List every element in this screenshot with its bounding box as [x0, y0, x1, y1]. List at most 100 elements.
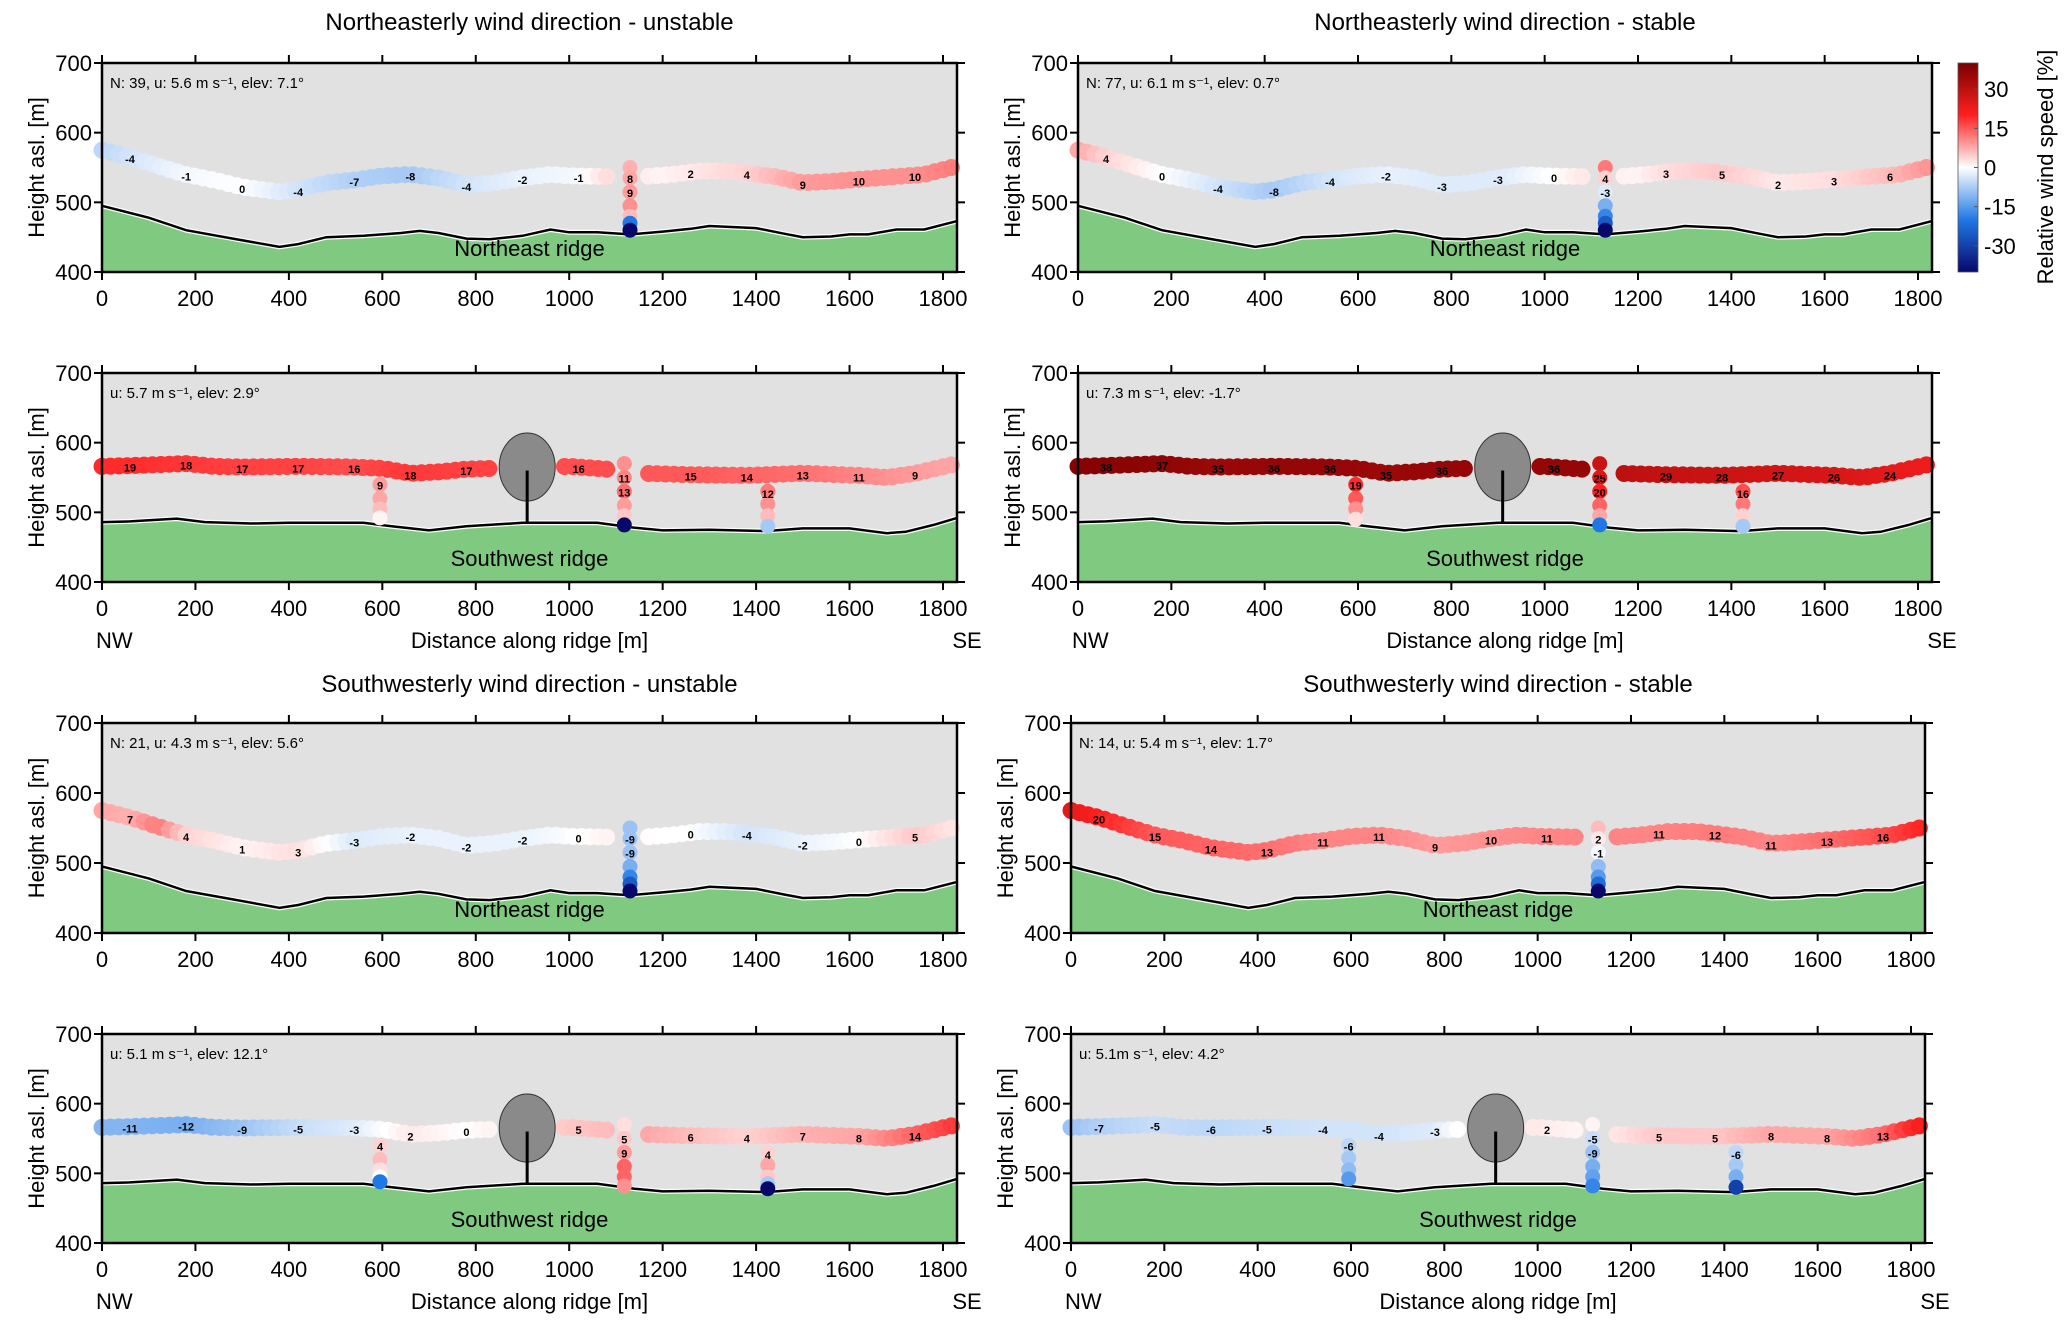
- transect-value-label: 11: [1373, 832, 1385, 844]
- transect-value-label: 24: [1884, 470, 1897, 482]
- x-tick-label: 600: [364, 947, 401, 972]
- direction-label-nw: NW: [1065, 1289, 1102, 1314]
- terrain-fill: [1071, 1178, 1925, 1243]
- plot-frame: [100, 721, 959, 935]
- transect-value-label: -4: [1318, 1125, 1329, 1137]
- ridge-label: Northeast ridge: [1430, 236, 1580, 261]
- mast-value-label: 8: [627, 174, 633, 186]
- x-tick-label: 1600: [825, 596, 874, 621]
- transect-point: [942, 1117, 960, 1135]
- transect-value-label: 14: [909, 1131, 922, 1143]
- x-tick-label: 400: [1246, 596, 1283, 621]
- plot-frame: [1076, 61, 1934, 274]
- transect-value-label: 36: [1324, 464, 1336, 476]
- x-tick-label: 1400: [732, 596, 781, 621]
- x-tick-label: 1600: [825, 286, 874, 311]
- transect-value-label: -4: [462, 182, 473, 194]
- y-tick-label: 400: [1024, 1231, 1061, 1256]
- direction-label-se: SE: [952, 628, 981, 653]
- y-axis-label: Height asl. [m]: [24, 758, 49, 899]
- transect-value-label: -8: [406, 172, 416, 184]
- y-tick-label: 700: [55, 361, 92, 386]
- panel-sw-unstable-ne-ridge: Northeast ridge 7 4 1 3 -3 -2 -2 -2 0 0 -4 -2 0 5 -9 -9 4…: [24, 671, 967, 972]
- mast-point: [1348, 490, 1364, 506]
- y-tick-label: 500: [1031, 190, 1068, 215]
- x-tick-label: 1400: [1700, 947, 1749, 972]
- x-tick-label: 600: [1340, 596, 1377, 621]
- y-axis-label: Height asl. [m]: [1000, 407, 1025, 548]
- plot-frame: [1069, 721, 1927, 935]
- transect-value-label: 5: [1719, 170, 1725, 182]
- x-tick-label: 200: [1146, 947, 1183, 972]
- panel-sw-stable-sw-ridge: Southwest ridge -7 -5 -6 -5 -4 -4 -3 2 5 5 8 8 13 -6 -5…: [993, 1022, 1950, 1314]
- transect-value-label: 5: [1656, 1133, 1662, 1145]
- ridge-label: Northeast ridge: [1423, 897, 1573, 922]
- colorbar-tick-label: 0: [1984, 156, 1996, 181]
- x-tick-label: 600: [1340, 286, 1377, 311]
- direction-label-se: SE: [1920, 1289, 1949, 1314]
- mast-point: [1592, 456, 1608, 472]
- x-tick-label: 1400: [1700, 1257, 1749, 1282]
- transect-value-label: 14: [741, 472, 754, 484]
- y-tick-label: 700: [1031, 51, 1068, 76]
- mast-point: [616, 470, 632, 485]
- transect-value-label: 0: [1551, 173, 1557, 185]
- transect-point: [1566, 828, 1584, 846]
- transect-value-label: 17: [460, 466, 472, 478]
- y-tick-label: 700: [55, 51, 92, 76]
- transect-value-label: 36: [1268, 463, 1280, 475]
- x-tick-label: 1000: [1513, 947, 1562, 972]
- transect-value-label: 4: [744, 1133, 751, 1145]
- x-tick-label: 800: [457, 947, 494, 972]
- terrain-line: [1070, 865, 1926, 910]
- x-axis-label: Distance along ridge [m]: [411, 628, 648, 653]
- transect-value-label: -1: [181, 172, 191, 184]
- mast-value-label: 16: [1737, 489, 1749, 501]
- x-tick-label: 1800: [919, 947, 968, 972]
- transect-value-label: 18: [180, 461, 192, 473]
- x-tick-label: 200: [177, 286, 214, 311]
- mast-point: [1597, 222, 1613, 238]
- x-tick-label: 1000: [1520, 596, 1569, 621]
- transect-point: [1910, 819, 1928, 837]
- x-tick-label: 1000: [1513, 1257, 1562, 1282]
- transect-value-label: 15: [1149, 832, 1161, 844]
- transect-value-label: 2: [688, 169, 694, 181]
- terrain-fill: [102, 866, 957, 933]
- transect-value-label: 19: [124, 463, 136, 475]
- mast-point: [616, 1158, 632, 1174]
- transect-point: [1566, 1121, 1584, 1139]
- mast-point: [1590, 859, 1606, 874]
- transect-value-label: -4: [742, 831, 753, 843]
- mast-point: [1590, 883, 1606, 899]
- mast-point: [372, 510, 388, 526]
- mast-point: [760, 1157, 776, 1173]
- mast-point: [616, 517, 632, 533]
- transect-value-label: 29: [1660, 472, 1672, 484]
- transect-value-label: 16: [348, 464, 360, 476]
- transect-value-label: 36: [1548, 464, 1560, 476]
- colorbar-tick-label: -30: [1984, 234, 2016, 259]
- panel-info: u: 5.7 m s⁻¹, elev: 2.9°: [110, 385, 260, 402]
- x-tick-label: 1200: [638, 1257, 687, 1282]
- mast-point: [622, 184, 638, 200]
- x-tick-label: 1800: [1887, 947, 1936, 972]
- transect-point: [942, 819, 960, 837]
- colorbar-ticks: 30 15 0 -15 -30: [1974, 77, 2016, 259]
- transect-value-label: 38: [1100, 463, 1112, 475]
- x-axis-label: Distance along ridge [m]: [411, 1289, 648, 1314]
- x-tick-label: 200: [1153, 286, 1190, 311]
- panel-ne-stable-sw-ridge: Southwest ridge 38 37 35 36 36 35 36 36 29 28 27 26 2…: [1000, 361, 1957, 653]
- transect-value-label: -5: [1262, 1124, 1272, 1136]
- x-tick-label: 400: [1239, 947, 1276, 972]
- y-tick-label: 400: [1031, 570, 1068, 595]
- direction-label-nw: NW: [96, 628, 133, 653]
- y-tick-label: 500: [1024, 1161, 1061, 1186]
- transect-value-label: 26: [1828, 472, 1840, 484]
- y-tick-label: 500: [55, 851, 92, 876]
- mast-point: [622, 859, 638, 874]
- mast-point: [1597, 170, 1613, 186]
- mast-value-label: 9: [621, 1148, 627, 1160]
- transect-value-label: 17: [236, 464, 248, 476]
